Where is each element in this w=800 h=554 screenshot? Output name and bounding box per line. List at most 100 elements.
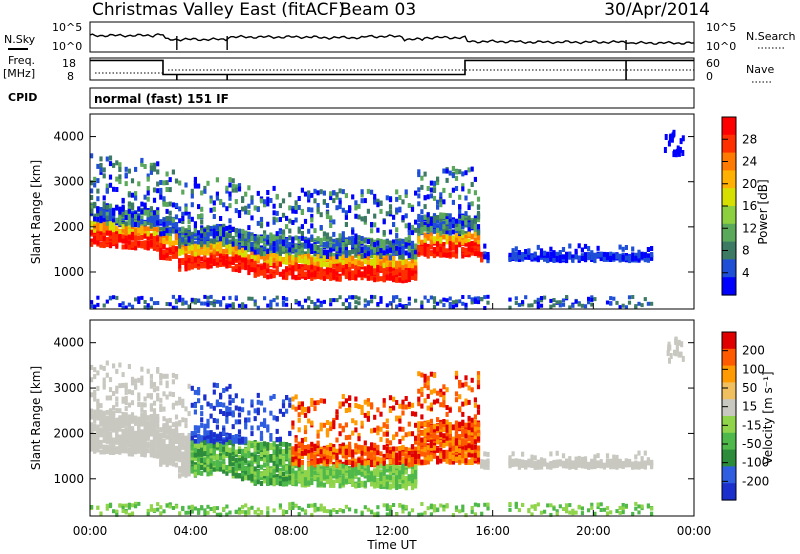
heatmap-cell (162, 445, 166, 451)
heatmap-cell (156, 429, 160, 435)
heatmap-cell (156, 396, 160, 402)
heatmap-cell (225, 259, 229, 265)
heatmap-cell (228, 263, 232, 268)
heatmap-cell (392, 248, 396, 254)
heatmap-cell (593, 256, 597, 262)
heatmap-cell (439, 238, 443, 244)
heatmap-cell (335, 205, 339, 211)
heatmap-cell (124, 215, 128, 220)
heatmap-cell (90, 427, 94, 433)
heatmap-cell (187, 505, 191, 510)
heatmap-cell (206, 438, 210, 444)
heatmap-cell (432, 195, 437, 201)
heatmap-cell (241, 257, 245, 263)
heatmap-cell (281, 300, 286, 305)
heatmap-cell (181, 189, 185, 195)
heatmap-cell (178, 218, 182, 224)
heatmap-cell (156, 424, 160, 430)
heatmap-cell (90, 442, 94, 447)
heatmap-cell (281, 198, 286, 204)
heatmap-cell (93, 426, 97, 432)
heatmap-cell (357, 263, 361, 268)
heatmap-cell (388, 275, 393, 281)
heatmap-cell (432, 223, 437, 228)
heatmap-cell (241, 247, 245, 253)
heatmap-cell (514, 251, 518, 257)
heatmap-cell (366, 188, 370, 194)
heatmap-cell (193, 176, 197, 182)
heatmap-cell (212, 439, 216, 445)
heatmap-cell (568, 252, 572, 257)
heatmap-cell (373, 270, 377, 276)
heatmap-cell (458, 169, 462, 175)
heatmap-cell (627, 255, 632, 261)
heatmap-cell (140, 407, 144, 413)
heatmap-cell (219, 452, 223, 458)
heatmap-cell (392, 222, 396, 227)
heatmap-cell (197, 183, 201, 189)
heatmap-cell (212, 455, 216, 461)
heatmap-cell (149, 379, 153, 385)
heatmap-cell (209, 244, 213, 250)
heatmap-cell (263, 246, 267, 252)
heatmap-cell (121, 440, 125, 446)
heatmap-cell (215, 464, 219, 470)
heatmap-cell (392, 255, 396, 261)
heatmap-cell (137, 300, 141, 304)
heatmap-cell (574, 299, 578, 304)
heatmap-cell (379, 299, 383, 304)
heatmap-cell (363, 217, 367, 223)
heatmap-cell (108, 295, 113, 300)
heatmap-cell (137, 501, 141, 506)
heatmap-cell (102, 410, 106, 416)
heatmap-cell (392, 277, 396, 283)
heatmap-cell (99, 416, 103, 422)
heatmap-cell (470, 234, 474, 240)
heatmap-cell (445, 168, 449, 174)
heatmap-cell (332, 298, 336, 303)
heatmap-cell (105, 212, 109, 217)
heatmap-cell (517, 250, 521, 255)
heatmap-cell (385, 264, 389, 270)
heatmap-cell (105, 444, 109, 450)
heatmap-cell (429, 180, 433, 186)
heatmap-cell (187, 452, 191, 457)
heatmap-cell (476, 196, 481, 202)
heatmap-cell (344, 264, 348, 269)
heatmap-cell (168, 219, 172, 225)
heatmap-cell (259, 223, 264, 229)
heatmap-cell (558, 250, 562, 255)
heatmap-cell (206, 240, 210, 246)
heatmap-cell (325, 262, 330, 268)
heatmap-cell (417, 187, 421, 193)
heatmap-cell (250, 199, 254, 205)
heatmap-cell (458, 236, 462, 242)
heatmap-cell (143, 220, 147, 226)
heatmap-cell (256, 271, 260, 277)
heatmap-cell (225, 188, 229, 194)
heatmap-cell (200, 448, 204, 454)
heatmap-cell (354, 213, 358, 219)
heatmap-cell (222, 241, 226, 247)
heatmap-cell (454, 237, 459, 243)
heatmap-cell (407, 301, 411, 306)
heatmap-cell (200, 465, 204, 470)
heatmap-cell (137, 241, 141, 247)
heatmap-cell (247, 231, 251, 237)
heatmap-cell (429, 226, 433, 232)
heatmap-cell (269, 299, 273, 304)
heatmap-cell (134, 432, 138, 438)
heatmap-cell (357, 296, 361, 301)
heatmap-cell (338, 236, 342, 242)
heatmap-cell (583, 256, 588, 262)
heatmap-cell (187, 411, 191, 417)
heatmap-cell (102, 377, 106, 383)
heatmap-cell (174, 400, 179, 406)
heatmap-cell (146, 213, 150, 219)
heatmap-cell (244, 191, 248, 197)
heatmap-cell (536, 300, 540, 305)
heatmap-cell (118, 408, 122, 414)
heatmap-cell (448, 296, 452, 301)
heatmap-cell (470, 224, 474, 230)
heatmap-cell (130, 503, 135, 508)
